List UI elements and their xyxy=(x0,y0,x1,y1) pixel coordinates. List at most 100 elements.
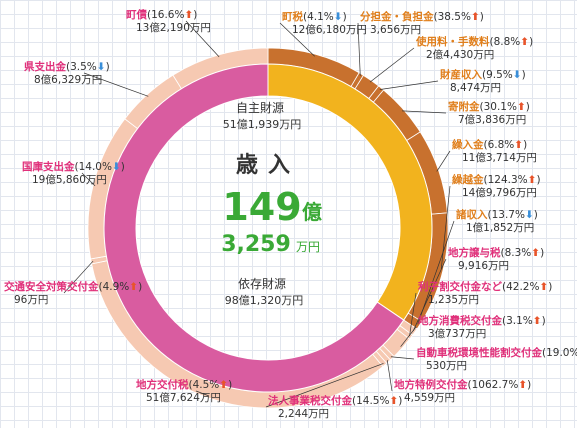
slice-amount-18: 13億2,190万円 xyxy=(136,21,211,34)
up-arrow-icon: ⬆ xyxy=(389,395,398,407)
slice-name: 町債 xyxy=(126,8,147,21)
slice-name: 寄附金 xyxy=(448,100,480,113)
leader-line-1 xyxy=(357,22,361,76)
slice-change: (1062.7% xyxy=(468,379,519,391)
slice-change: (30.1% xyxy=(480,101,517,113)
leader-lines xyxy=(63,20,455,408)
slice-name: 分担金・負担金 xyxy=(360,10,434,23)
slice-amount-13: 2,244万円 xyxy=(278,408,329,420)
slice-change: (8.8% xyxy=(490,36,521,48)
group-amount-own: 51億1,939万円 xyxy=(223,118,302,131)
slice-label-11: 自動車税環境性能割交付金(19.0%⬆) xyxy=(416,346,577,359)
down-arrow-icon: ⬇ xyxy=(513,69,522,81)
slice-amount-3: 8,474万円 xyxy=(450,82,501,94)
slice-label-9: 利子割交付金など(42.2%⬆) xyxy=(418,280,552,293)
slice-change: (16.6% xyxy=(147,9,184,21)
up-arrow-icon: ⬆ xyxy=(539,281,548,293)
slice-label-13: 法人事業税交付金(14.5%⬆) xyxy=(268,394,402,407)
leader-line-12 xyxy=(386,360,393,392)
slice-label-2: 使用料・手数料(8.8%⬆) xyxy=(415,35,533,48)
slice-label-10: 地方消費税交付金(3.1%⬆) xyxy=(418,314,546,327)
up-arrow-icon: ⬆ xyxy=(518,379,527,391)
slice-change: (4.5% xyxy=(189,379,220,391)
up-arrow-icon: ⬆ xyxy=(471,11,480,23)
slice-label-8: 地方譲与税(8.3%⬆) xyxy=(448,246,544,259)
slice-change: (38.5% xyxy=(434,11,471,23)
slice-label-14: 地方交付税(4.5%⬆) xyxy=(136,378,232,391)
slice-label-12: 地方特例交付金(1062.7%⬆) xyxy=(394,378,531,391)
leader-line-4 xyxy=(402,110,447,114)
leader-line-3 xyxy=(379,80,439,90)
up-arrow-icon: ⬆ xyxy=(184,9,193,21)
slice-name: 国庫支出金 xyxy=(22,160,75,173)
down-arrow-icon: ⬇ xyxy=(97,61,106,73)
group-amount-dep: 98億1,320万円 xyxy=(225,294,304,307)
center-total-big: 149 xyxy=(222,185,301,229)
leader-line-6 xyxy=(440,185,451,269)
slice-label-6: 繰越金(124.3%⬆) xyxy=(452,173,541,186)
leader-line-8 xyxy=(412,258,447,332)
slice-name: 交通安全対策交付金 xyxy=(4,280,99,293)
slice-name: 地方譲与税 xyxy=(448,246,501,259)
slice-labels: 町税(4.1%⬇)12億6,180万円分担金・負担金(38.5%⬆)3,656万… xyxy=(4,8,577,420)
slice-change: (42.2% xyxy=(502,281,539,293)
slice-label-0: 町税(4.1%⬇) xyxy=(282,10,347,23)
up-arrow-icon: ⬆ xyxy=(219,379,228,391)
slice-change: (19.0% xyxy=(542,347,577,359)
slice-change: (124.3% xyxy=(484,174,528,186)
slice-amount-10: 3億737万円 xyxy=(428,327,486,340)
slice-name: 地方消費税交付金 xyxy=(418,314,502,327)
slice-change: (3.5% xyxy=(66,61,97,73)
inner-slice-dep xyxy=(103,63,405,393)
group-label-dep: 依存財源 xyxy=(238,276,286,291)
slice-change: (4.9% xyxy=(99,281,130,293)
slice-name: 町税 xyxy=(282,10,303,23)
slice-amount-14: 51億7,624万円 xyxy=(146,391,221,404)
up-arrow-icon: ⬆ xyxy=(129,281,138,293)
down-arrow-icon: ⬇ xyxy=(334,11,343,23)
up-arrow-icon: ⬆ xyxy=(533,315,542,327)
center-total-small-unit: 万円 xyxy=(296,240,320,254)
leader-line-17 xyxy=(83,72,149,97)
slice-name: 自動車税環境性能割交付金 xyxy=(416,346,542,359)
slice-change: (6.8% xyxy=(484,139,515,151)
slice-change: (13.7% xyxy=(488,209,525,221)
slice-change: (14.0% xyxy=(75,161,112,173)
slice-label-17: 県支出金(3.5%⬇) xyxy=(24,60,110,73)
leader-line-14 xyxy=(195,390,209,397)
leader-line-15 xyxy=(63,260,94,294)
slice-amount-6: 14億9,796万円 xyxy=(462,186,537,199)
up-arrow-icon: ⬆ xyxy=(531,247,540,259)
slice-name: 使用料・手数料 xyxy=(415,35,490,48)
slice-label-18: 町債(16.6%⬆) xyxy=(126,8,197,21)
leader-line-2 xyxy=(369,47,415,83)
center-title: 歳入 xyxy=(236,153,300,178)
group-label-own: 自主財源 xyxy=(236,100,284,115)
slice-name: 県支出金 xyxy=(24,60,66,73)
slice-amount-7: 1億1,852万円 xyxy=(466,221,534,234)
slice-change: (4.1% xyxy=(303,11,334,23)
slice-amount-4: 7億3,836万円 xyxy=(458,113,526,126)
slice-label-7: 諸収入(13.7%⬇) xyxy=(456,208,538,221)
slice-amount-17: 8億6,329万円 xyxy=(34,73,102,86)
slice-label-3: 財産収入(9.5%⬇) xyxy=(439,68,526,81)
slice-name: 繰越金 xyxy=(452,173,484,186)
slice-label-1: 分担金・負担金(38.5%⬆) xyxy=(360,10,484,23)
slice-amount-1: 3,656万円 xyxy=(370,24,421,36)
up-arrow-icon: ⬆ xyxy=(520,36,529,48)
slice-amount-9: 1,235万円 xyxy=(428,294,479,306)
leader-line-18 xyxy=(185,20,220,58)
slice-name: 法人事業税交付金 xyxy=(268,394,352,407)
up-arrow-icon: ⬆ xyxy=(514,139,523,151)
inner-ring xyxy=(103,63,433,393)
down-arrow-icon: ⬇ xyxy=(112,161,121,173)
up-arrow-icon: ⬆ xyxy=(517,101,526,113)
down-arrow-icon: ⬇ xyxy=(525,209,534,221)
slice-change: (3.1% xyxy=(502,315,533,327)
slice-amount-12: 4,559万円 xyxy=(404,392,455,404)
slice-name: 繰入金 xyxy=(452,138,484,151)
leader-line-10 xyxy=(400,326,417,347)
slice-name: 地方交付税 xyxy=(136,378,189,391)
slice-amount-8: 9,916万円 xyxy=(458,260,509,272)
